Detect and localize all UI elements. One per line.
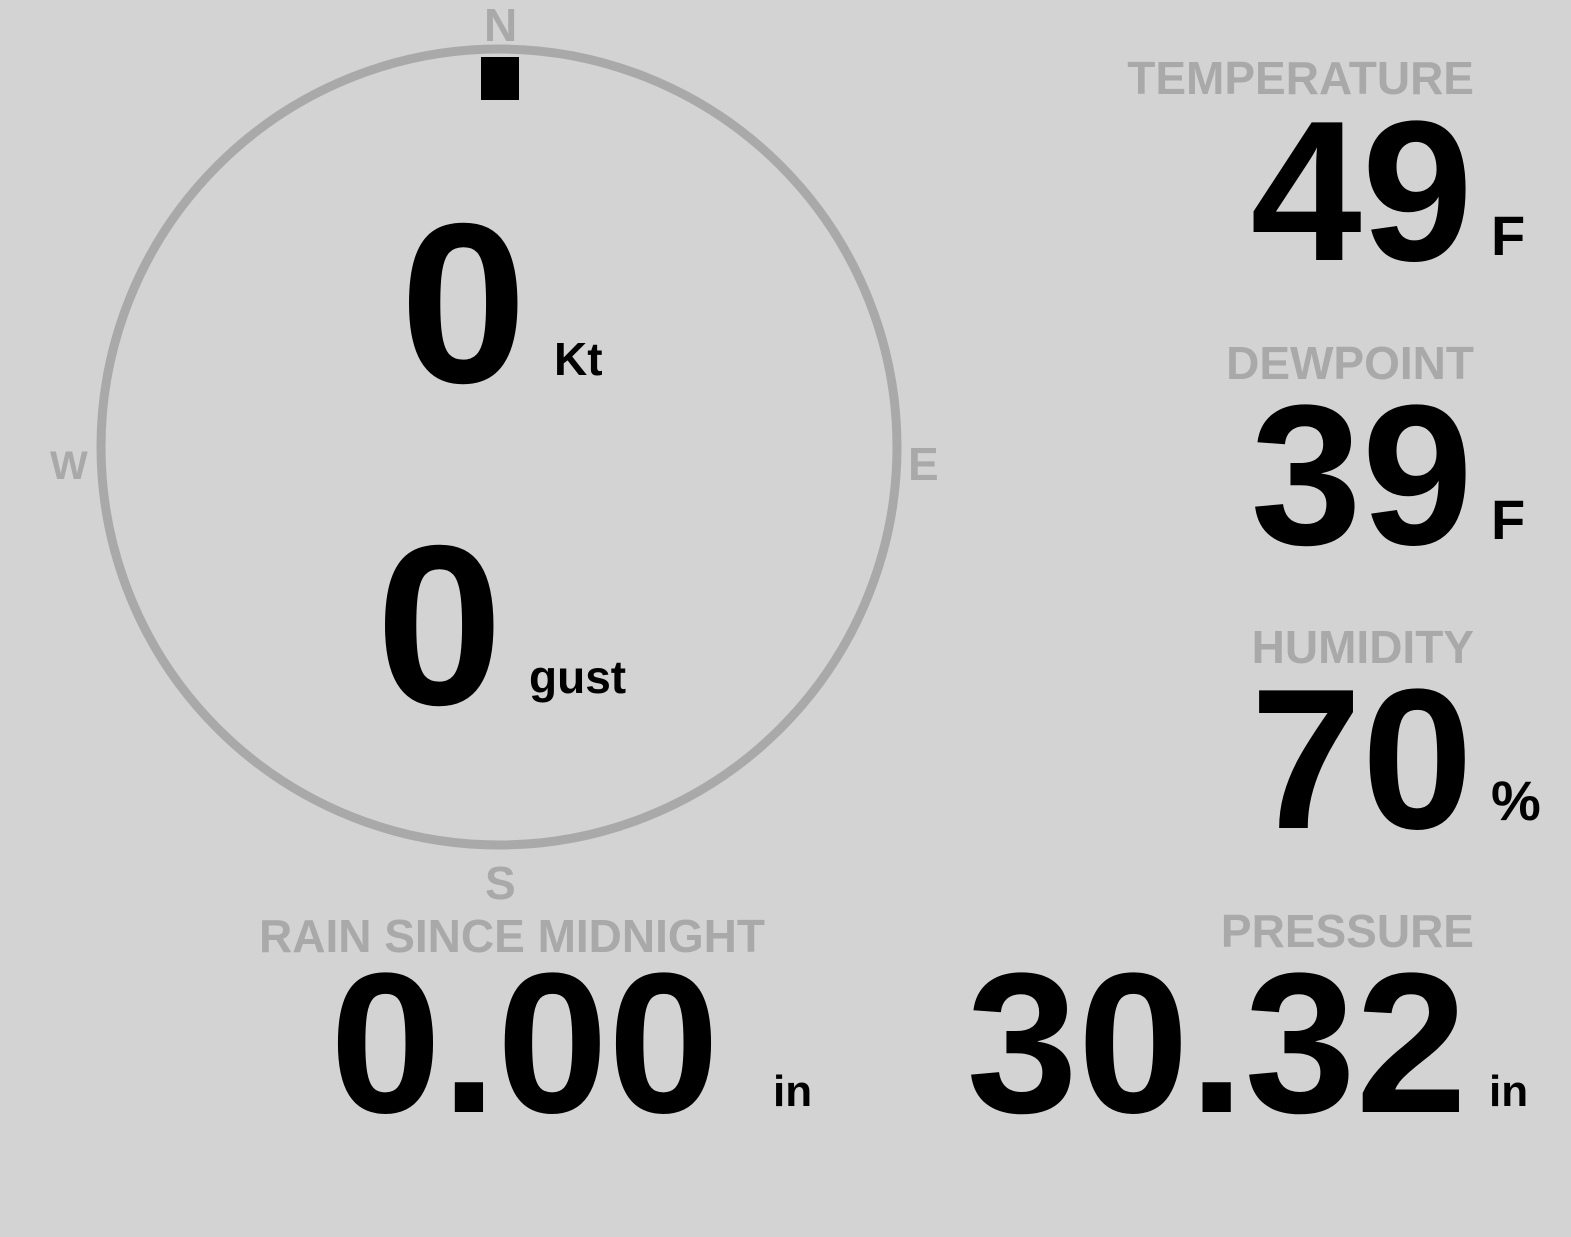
temperature-unit: F xyxy=(1491,204,1526,267)
dewpoint-label: DEWPOINT xyxy=(1226,337,1474,389)
wind-speed-unit: Kt xyxy=(554,333,603,385)
dewpoint-value: 39 xyxy=(1250,364,1473,587)
wind-compass xyxy=(96,44,902,850)
compass-east-label: E xyxy=(908,438,939,490)
wind-speed-value: 0 xyxy=(400,177,527,431)
compass-south-label: S xyxy=(485,857,516,909)
wind-gust-unit: gust xyxy=(529,651,627,703)
humidity-value: 70 xyxy=(1250,648,1473,871)
rain-unit: in xyxy=(773,1067,813,1116)
pressure-unit: in xyxy=(1489,1067,1529,1116)
pressure-label: PRESSURE xyxy=(1220,905,1474,957)
temperature-value: 49 xyxy=(1250,80,1473,303)
dewpoint-unit: F xyxy=(1491,488,1526,551)
pressure-value: 30.32 xyxy=(966,932,1468,1155)
wind-gust-value: 0 xyxy=(376,499,503,753)
rain-value: 0.00 xyxy=(330,932,720,1155)
humidity-label: HUMIDITY xyxy=(1251,621,1474,673)
wind-direction-marker xyxy=(481,57,519,100)
humidity-unit: % xyxy=(1491,769,1541,832)
rain-label: RAIN SINCE MIDNIGHT xyxy=(259,910,765,962)
compass-ring xyxy=(96,44,902,850)
compass-west-label: W xyxy=(50,444,88,488)
compass-north-label: N xyxy=(484,0,518,51)
temperature-label: TEMPERATURE xyxy=(1127,52,1474,104)
